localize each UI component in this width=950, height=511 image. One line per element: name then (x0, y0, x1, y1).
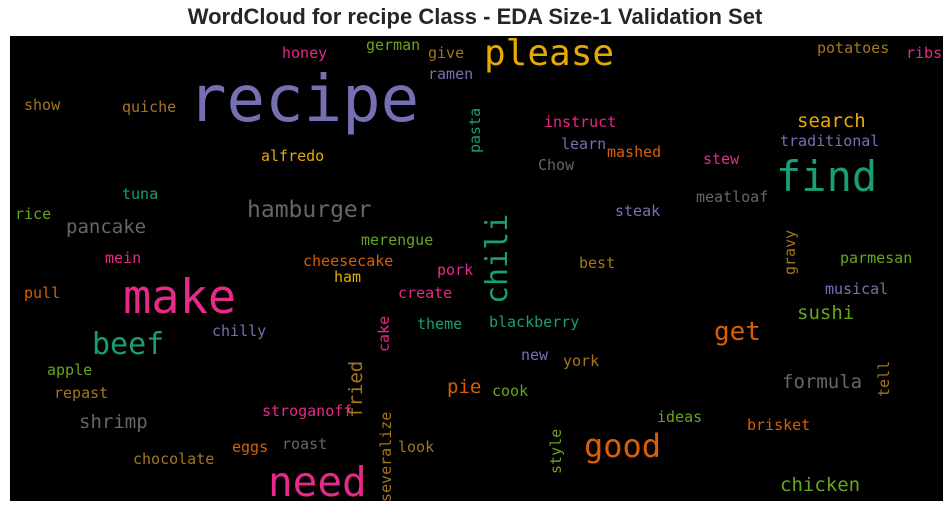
word-learn: learn (561, 135, 607, 153)
word-shrimp: shrimp (79, 411, 148, 433)
word-new: new (521, 346, 549, 364)
word-good: good (584, 427, 662, 465)
word-theme: theme (417, 315, 463, 333)
word-chow: Chow (538, 156, 575, 174)
word-find: find (776, 152, 878, 201)
word-stew: stew (703, 150, 740, 168)
word-severalize: severalize (377, 411, 395, 501)
word-create: create (398, 284, 453, 302)
word-chocolate: chocolate (133, 450, 215, 468)
word-tuna: tuna (122, 185, 159, 203)
word-cook: cook (492, 382, 529, 400)
word-traditional: traditional (780, 132, 880, 150)
word-apple: apple (47, 361, 93, 379)
word-please: please (484, 36, 615, 74)
word-merengue: merengue (361, 231, 434, 249)
word-ribs: ribs (906, 44, 943, 62)
word-rice: rice (15, 205, 52, 223)
word-roast: roast (282, 435, 328, 453)
word-pie: pie (447, 376, 482, 398)
word-style: style (547, 428, 565, 474)
word-eggs: eggs (232, 438, 269, 456)
word-search: search (797, 110, 866, 132)
word-give: give (428, 44, 465, 62)
word-chili: chili (480, 213, 515, 304)
word-repast: repast (54, 384, 109, 402)
word-make: make (123, 270, 237, 325)
word-best: best (579, 254, 616, 272)
word-sushi: sushi (797, 302, 855, 324)
word-tell: tell (875, 360, 893, 397)
word-parmesan: parmesan (840, 249, 913, 267)
wordcloud-canvas: recipe make find need please good chili beef ham… (10, 36, 943, 501)
word-ideas: ideas (657, 408, 703, 426)
word-need: need (268, 458, 367, 502)
word-cake: cake (375, 315, 393, 352)
word-ham: ham (334, 268, 362, 286)
word-alfredo: alfredo (261, 147, 325, 165)
word-chicken: chicken (780, 474, 861, 496)
word-steak: steak (615, 202, 661, 220)
word-pasta: pasta (466, 107, 484, 153)
word-pork: pork (437, 261, 474, 279)
word-formula: formula (782, 371, 863, 393)
word-chilly: chilly (212, 322, 267, 340)
word-beef: beef (92, 327, 165, 362)
chart-title: WordCloud for recipe Class - EDA Size-1 … (187, 4, 763, 29)
word-mashed: mashed (607, 143, 662, 161)
word-meatloaf: meatloaf (696, 188, 769, 206)
word-pull: pull (24, 284, 61, 302)
word-mein: mein (105, 249, 142, 267)
word-quiche: quiche (122, 98, 177, 116)
word-cheesecake: cheesecake (303, 252, 394, 270)
word-look: look (398, 438, 435, 456)
word-brisket: brisket (747, 416, 811, 434)
word-recipe: recipe (188, 63, 420, 137)
word-honey: honey (282, 44, 328, 62)
word-pancake: pancake (66, 216, 147, 238)
word-blackberry: blackberry (489, 313, 580, 331)
word-gravy: gravy (781, 229, 799, 275)
word-ramen: ramen (428, 65, 474, 83)
word-york: york (563, 352, 600, 370)
word-musical: musical (825, 280, 889, 298)
word-stroganoff: stroganoff (262, 402, 353, 420)
word-show: show (24, 96, 61, 114)
word-german: german (366, 36, 421, 54)
word-hamburger: hamburger (247, 197, 372, 223)
word-potatoes: potatoes (817, 39, 890, 57)
word-get: get (714, 317, 761, 347)
word-instruct: instruct (544, 113, 617, 131)
